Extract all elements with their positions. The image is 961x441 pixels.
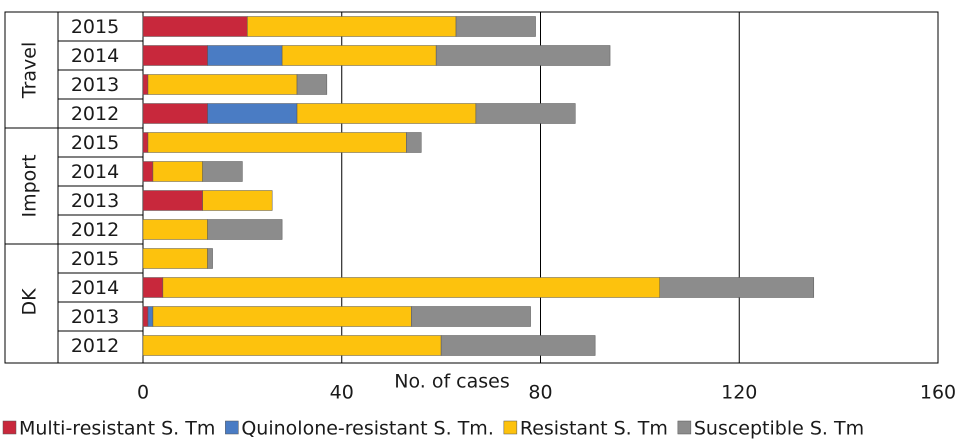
legend-swatch bbox=[677, 420, 692, 435]
group-label: DK bbox=[19, 288, 41, 316]
legend-label: Resistant S. Tm bbox=[520, 418, 668, 440]
y-tick-label: 2015 bbox=[71, 248, 119, 270]
bar-segment bbox=[207, 248, 213, 269]
bar-segment bbox=[207, 103, 298, 124]
x-tick-label: 160 bbox=[920, 382, 956, 404]
y-tick-label: 2012 bbox=[71, 335, 119, 357]
bar-segment bbox=[142, 306, 149, 327]
x-tick-label: 40 bbox=[330, 382, 354, 404]
y-tick-label: 2014 bbox=[71, 45, 119, 67]
bar-segment bbox=[207, 219, 283, 240]
bar-segment bbox=[142, 132, 149, 153]
bar-segment bbox=[142, 248, 208, 269]
bar-segment bbox=[152, 161, 203, 182]
y-tick-label: 2013 bbox=[71, 74, 119, 96]
bar-segment bbox=[147, 74, 298, 95]
bar-segment bbox=[152, 306, 412, 327]
bar-segment bbox=[659, 277, 815, 298]
bar-segment bbox=[440, 335, 596, 356]
bar-segment bbox=[475, 103, 576, 124]
y-tick-label: 2012 bbox=[71, 219, 119, 241]
bar-segment bbox=[147, 306, 154, 327]
bar-segment bbox=[142, 190, 203, 211]
legend-label: Quinolone-resistant S. Tm. bbox=[241, 418, 494, 440]
legend-label: Susceptible S. Tm bbox=[694, 418, 864, 440]
bar-segment bbox=[435, 45, 611, 66]
y-tick-label: 2013 bbox=[71, 306, 119, 328]
x-tick-label: 0 bbox=[137, 382, 149, 404]
bar-segment bbox=[202, 161, 243, 182]
bar-segment bbox=[296, 74, 328, 95]
bar-segment bbox=[296, 103, 477, 124]
bar-segment bbox=[281, 45, 437, 66]
bar-segment bbox=[142, 161, 154, 182]
x-tick-label: 80 bbox=[528, 382, 552, 404]
group-label: Import bbox=[19, 154, 41, 217]
bar-segment bbox=[142, 16, 248, 37]
y-tick-label: 2015 bbox=[71, 132, 119, 154]
x-tick-label: 120 bbox=[721, 382, 757, 404]
bar-segment bbox=[247, 16, 457, 37]
y-tick-label: 2012 bbox=[71, 103, 119, 125]
group-label: Travel bbox=[19, 42, 41, 99]
bar-segment bbox=[202, 190, 273, 211]
bar-segment bbox=[142, 219, 208, 240]
bar-segment bbox=[142, 335, 442, 356]
x-axis-label: No. of cases bbox=[394, 371, 510, 393]
label-frame bbox=[4, 11, 144, 364]
bar-segment bbox=[142, 277, 164, 298]
bar-segment bbox=[207, 45, 283, 66]
legend-swatch bbox=[225, 420, 239, 435]
bar-segment bbox=[142, 74, 149, 95]
y-tick-label: 2015 bbox=[71, 16, 119, 38]
y-tick-label: 2013 bbox=[71, 190, 119, 212]
legend-swatch bbox=[503, 420, 518, 435]
bar-segment bbox=[142, 103, 208, 124]
legend-label: Multi-resistant S. Tm bbox=[19, 418, 215, 440]
y-tick-label: 2014 bbox=[71, 277, 119, 299]
bar-segment bbox=[147, 132, 407, 153]
bar-segment bbox=[142, 45, 208, 66]
y-tick-label: 2014 bbox=[71, 161, 119, 183]
legend-swatch bbox=[2, 420, 17, 435]
bar-segment bbox=[455, 16, 536, 37]
bar-segment bbox=[406, 132, 422, 153]
bar-segment bbox=[162, 277, 660, 298]
bar-segment bbox=[411, 306, 531, 327]
